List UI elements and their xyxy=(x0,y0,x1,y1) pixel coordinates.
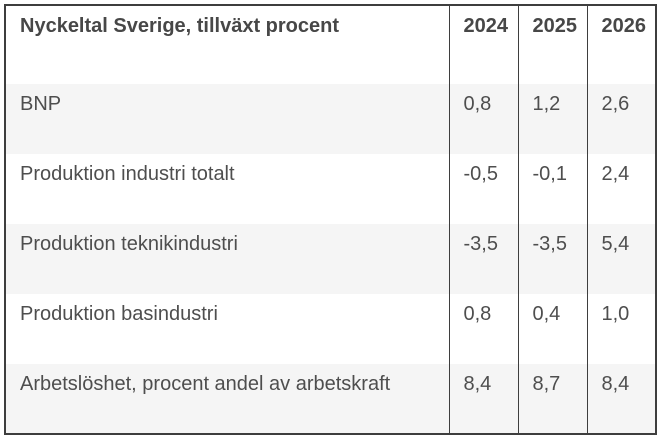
column-header-2024: 2024 xyxy=(448,5,518,84)
table-row-produktion-teknikindustri: Produktion teknikindustri -3,5 -3,5 5,4 xyxy=(5,224,656,294)
table-header-row: Nyckeltal Sverige, tillväxt procent 2024… xyxy=(5,5,656,84)
cell-value: 1,2 xyxy=(517,84,587,154)
cell-value: 8,7 xyxy=(517,364,587,434)
table-row-produktion-industri-totalt: Produktion industri totalt -0,5 -0,1 2,4 xyxy=(5,154,656,224)
cell-value: 8,4 xyxy=(586,364,656,434)
table-row-arbetsloshet: Arbetslöshet, procent andel av arbetskra… xyxy=(5,364,656,434)
cell-value: -0,5 xyxy=(448,154,518,224)
cell-value: -3,5 xyxy=(448,224,518,294)
table-title: Nyckeltal Sverige, tillväxt procent xyxy=(20,15,340,37)
table-row-produktion-basindustri: Produktion basindustri 0,8 0,4 1,0 xyxy=(5,294,656,364)
cell-value: -3,5 xyxy=(517,224,587,294)
table-row-bnp: BNP 0,8 1,2 2,6 xyxy=(5,84,656,154)
column-header-2026: 2026 xyxy=(586,5,656,84)
cell-value: 2,6 xyxy=(586,84,656,154)
cell-value: 5,4 xyxy=(586,224,656,294)
key-figures-table: Nyckeltal Sverige, tillväxt procent 2024… xyxy=(4,4,657,435)
cell-value: 8,4 xyxy=(448,364,518,434)
cell-value: 0,4 xyxy=(517,294,587,364)
column-header-2025: 2025 xyxy=(517,5,587,84)
row-label: Produktion basindustri xyxy=(20,303,218,325)
cell-value: 0,8 xyxy=(448,84,518,154)
row-label: BNP xyxy=(20,93,62,115)
row-label: Produktion industri totalt xyxy=(20,163,235,185)
cell-value: 0,8 xyxy=(448,294,518,364)
cell-value: 1,0 xyxy=(586,294,656,364)
cell-value: 2,4 xyxy=(586,154,656,224)
row-label: Produktion teknikindustri xyxy=(20,233,238,255)
cell-value: -0,1 xyxy=(517,154,587,224)
row-label: Arbetslöshet, procent andel av arbetskra… xyxy=(20,373,391,395)
